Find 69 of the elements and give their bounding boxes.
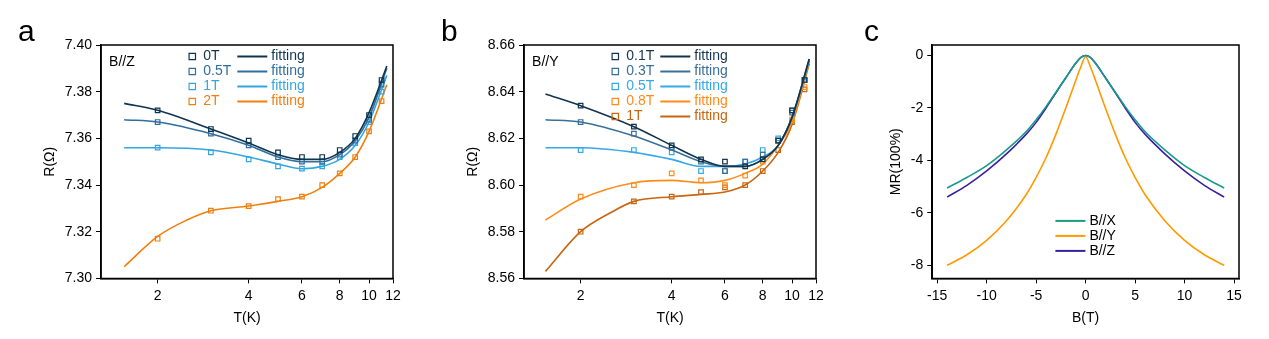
x-tick-label: -10 [976, 286, 997, 303]
chart-title: a [18, 14, 35, 48]
x-tick-label: 8 [758, 286, 767, 303]
chart-title: b [441, 14, 458, 48]
y-tick-label: 7.34 [64, 175, 93, 192]
legend-label: fitting [694, 62, 728, 79]
legend-label: fitting [694, 107, 728, 124]
y-tick-label: 7.36 [64, 129, 93, 146]
x-tick-label: 4 [667, 286, 676, 303]
legend-label: fitting [694, 77, 728, 94]
x-tick-label: 6 [298, 286, 307, 303]
x-tick-label: 4 [244, 286, 253, 303]
legend-label: 0.1T [626, 47, 655, 64]
y-tick-label: 8.58 [487, 222, 516, 239]
legend-label: fitting [694, 47, 728, 64]
legend-label: 1T [626, 107, 644, 124]
y-tick-label: 7.30 [64, 269, 93, 286]
y-axis-title: MR(100%) [887, 128, 904, 196]
x-tick-label: 8 [335, 286, 344, 303]
x-axis-title: T(K) [656, 309, 684, 326]
y-tick-label: 8.56 [487, 269, 516, 286]
x-tick-label: 10 [361, 286, 378, 303]
y-tick-label: 8.66 [487, 35, 516, 52]
x-tick-label: 12 [385, 286, 401, 303]
legend-label: 0T [203, 47, 221, 64]
legend-label: 0.5T [203, 62, 232, 79]
legend-label: B//Y [1089, 226, 1117, 243]
y-axis-title: R(Ω) [41, 146, 58, 177]
y-tick-label: -4 [910, 151, 924, 168]
y-tick-label: -8 [910, 256, 924, 273]
legend-label: 0.3T [626, 62, 655, 79]
legend-label: B//Z [1089, 241, 1116, 258]
y-tick-label: 7.40 [64, 35, 93, 52]
y-tick-label: -6 [910, 203, 924, 220]
x-tick-label: 5 [1131, 286, 1140, 303]
legend-label: 0.8T [626, 92, 655, 109]
legend-label: fitting [694, 92, 728, 109]
y-tick-label: 7.38 [64, 82, 93, 99]
legend-label: 1T [203, 77, 221, 94]
chart-title: c [864, 14, 879, 48]
x-tick-label: -5 [1029, 286, 1043, 303]
legend-label: 0.5T [626, 77, 655, 94]
x-tick-label: 2 [153, 286, 162, 303]
annotation: B//Z [109, 52, 136, 69]
x-tick-label: 10 [1176, 286, 1193, 303]
legend-label: fitting [271, 77, 305, 94]
legend-label: fitting [271, 92, 305, 109]
y-tick-label: 0 [915, 46, 924, 63]
x-tick-label: 0 [1081, 286, 1090, 303]
y-tick-label: -2 [910, 98, 924, 115]
legend-label: fitting [271, 47, 305, 64]
line-series [946, 56, 1225, 267]
x-axis-title: T(K) [233, 309, 261, 326]
x-tick-label: 15 [1226, 286, 1243, 303]
y-tick-label: 8.60 [487, 175, 516, 192]
x-axis-title: B(T) [1072, 309, 1100, 326]
x-tick-label: 10 [784, 286, 801, 303]
x-tick-label: -15 [927, 286, 948, 303]
annotation: B//Y [532, 52, 560, 69]
y-axis-title: R(Ω) [464, 146, 481, 177]
legend-label: B//X [1089, 211, 1117, 228]
x-tick-label: 2 [576, 286, 585, 303]
legend-label: fitting [271, 62, 305, 79]
y-tick-label: 7.32 [64, 222, 93, 239]
legend-label: 2T [203, 92, 221, 109]
x-tick-label: 6 [721, 286, 730, 303]
y-tick-label: 8.62 [487, 129, 516, 146]
y-tick-label: 8.64 [487, 82, 516, 99]
x-tick-label: 12 [808, 286, 824, 303]
